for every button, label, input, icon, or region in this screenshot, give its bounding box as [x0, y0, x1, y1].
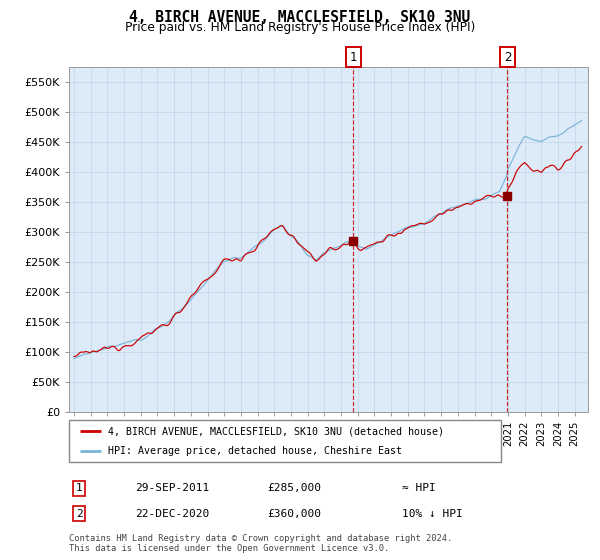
Text: 1: 1 — [350, 51, 357, 64]
Text: 29-SEP-2011: 29-SEP-2011 — [135, 483, 209, 493]
Text: 2: 2 — [76, 508, 83, 519]
Text: 10% ↓ HPI: 10% ↓ HPI — [402, 508, 463, 519]
Text: Price paid vs. HM Land Registry's House Price Index (HPI): Price paid vs. HM Land Registry's House … — [125, 21, 475, 34]
Text: 4, BIRCH AVENUE, MACCLESFIELD, SK10 3NU (detached house): 4, BIRCH AVENUE, MACCLESFIELD, SK10 3NU … — [108, 426, 444, 436]
Text: HPI: Average price, detached house, Cheshire East: HPI: Average price, detached house, Ches… — [108, 446, 402, 456]
Text: £360,000: £360,000 — [267, 508, 321, 519]
Text: ≈ HPI: ≈ HPI — [402, 483, 436, 493]
Text: Contains HM Land Registry data © Crown copyright and database right 2024.
This d: Contains HM Land Registry data © Crown c… — [69, 534, 452, 553]
Text: 2: 2 — [503, 51, 511, 64]
Text: £285,000: £285,000 — [267, 483, 321, 493]
Text: 4, BIRCH AVENUE, MACCLESFIELD, SK10 3NU: 4, BIRCH AVENUE, MACCLESFIELD, SK10 3NU — [130, 10, 470, 25]
Text: 1: 1 — [76, 483, 83, 493]
Text: 22-DEC-2020: 22-DEC-2020 — [135, 508, 209, 519]
